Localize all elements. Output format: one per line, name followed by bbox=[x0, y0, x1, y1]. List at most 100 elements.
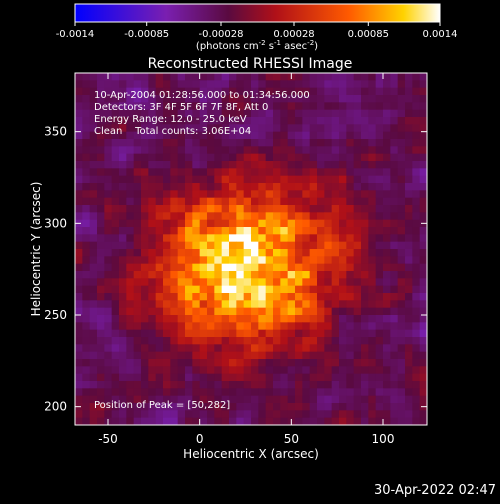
heatmap-cell bbox=[265, 168, 274, 177]
heatmap-cell bbox=[119, 263, 127, 272]
heatmap-cell bbox=[397, 293, 406, 301]
heatmap-cell bbox=[412, 300, 421, 309]
heatmap-cell bbox=[214, 234, 223, 243]
heatmap-cell bbox=[273, 175, 281, 184]
heatmap-cell bbox=[309, 161, 318, 169]
heatmap-cell bbox=[251, 256, 259, 265]
heatmap-cell bbox=[155, 388, 164, 397]
heatmap-cell bbox=[346, 153, 355, 162]
heatmap-cell bbox=[104, 234, 113, 243]
heatmap-cell bbox=[126, 373, 135, 382]
heatmap-cell bbox=[133, 337, 142, 345]
heatmap-cell bbox=[302, 381, 311, 389]
heatmap-cell bbox=[251, 146, 259, 155]
heatmap-cell bbox=[375, 263, 384, 272]
heatmap-cell bbox=[185, 410, 193, 419]
heatmap-cell bbox=[97, 307, 105, 316]
heatmap-cell bbox=[229, 271, 237, 279]
heatmap-cell bbox=[75, 388, 83, 397]
heatmap-cell bbox=[280, 95, 289, 103]
heatmap-cell bbox=[339, 395, 347, 404]
heatmap-cell bbox=[317, 190, 325, 199]
heatmap-cell bbox=[199, 359, 208, 367]
heatmap-cell bbox=[390, 322, 399, 331]
heatmap-cell bbox=[243, 351, 252, 360]
heatmap-cell bbox=[405, 153, 413, 162]
heatmap-cell bbox=[419, 205, 428, 213]
heatmap-cell bbox=[295, 417, 303, 426]
heatmap-cell bbox=[221, 329, 230, 338]
heatmap-cell bbox=[229, 315, 237, 323]
heatmap-cell bbox=[111, 117, 120, 125]
heatmap-cell bbox=[75, 241, 83, 250]
heatmap-cell bbox=[280, 278, 289, 287]
heatmap-cell bbox=[207, 73, 215, 81]
heatmap-cell bbox=[111, 271, 120, 279]
heatmap-cell bbox=[236, 241, 245, 250]
heatmap-cell bbox=[258, 249, 267, 257]
heatmap-cell bbox=[192, 161, 201, 169]
heatmap-cell bbox=[368, 139, 377, 147]
heatmap-cell bbox=[273, 417, 281, 426]
heatmap-cell bbox=[89, 197, 98, 206]
heatmap-cell bbox=[265, 278, 274, 287]
heatmap-cell bbox=[207, 234, 215, 243]
heatmap-cell bbox=[243, 95, 252, 103]
heatmap-cell bbox=[419, 168, 428, 177]
heatmap-cell bbox=[309, 139, 318, 147]
heatmap-cell bbox=[141, 329, 149, 338]
heatmap-cell bbox=[309, 87, 318, 96]
heatmap-cell bbox=[273, 344, 281, 353]
heatmap-cell bbox=[133, 139, 142, 147]
heatmap-cell bbox=[375, 80, 384, 89]
heatmap-cell bbox=[221, 344, 230, 353]
heatmap-cell bbox=[368, 359, 377, 367]
heatmap-cell bbox=[353, 161, 362, 169]
heatmap-cell bbox=[163, 139, 171, 147]
heatmap-cell bbox=[295, 329, 303, 338]
heatmap-cell bbox=[419, 307, 428, 316]
heatmap-cell bbox=[273, 139, 281, 147]
y-tick-label: 350 bbox=[44, 125, 67, 139]
heatmap-cell bbox=[375, 234, 384, 243]
heatmap-cell bbox=[177, 109, 186, 118]
heatmap-cell bbox=[214, 256, 223, 265]
heatmap-cell bbox=[75, 285, 83, 294]
heatmap-cell bbox=[177, 227, 186, 235]
heatmap-cell bbox=[383, 212, 391, 221]
heatmap-cell bbox=[148, 285, 157, 294]
heatmap-cell bbox=[82, 315, 91, 323]
heatmap-cell bbox=[302, 366, 311, 375]
heatmap-cell bbox=[397, 410, 406, 419]
heatmap-cell bbox=[361, 80, 369, 89]
heatmap-cell bbox=[397, 219, 406, 228]
heatmap-cell bbox=[104, 307, 113, 316]
heatmap-cell bbox=[295, 139, 303, 147]
heatmap-cell bbox=[273, 102, 281, 111]
heatmap-cell bbox=[397, 95, 406, 103]
heatmap-cell bbox=[412, 80, 421, 89]
heatmap-cell bbox=[170, 234, 179, 243]
heatmap-cell bbox=[163, 205, 171, 213]
heatmap-cell bbox=[317, 403, 325, 411]
heatmap-cell bbox=[361, 344, 369, 353]
heatmap-cell bbox=[104, 278, 113, 287]
heatmap-cell bbox=[419, 234, 428, 243]
heatmap-cell bbox=[177, 359, 186, 367]
heatmap-cell bbox=[390, 73, 399, 81]
heatmap-cell bbox=[155, 131, 164, 140]
heatmap-cell bbox=[207, 315, 215, 323]
heatmap-cell bbox=[229, 359, 237, 367]
heatmap-cell bbox=[89, 373, 98, 382]
heatmap-cell bbox=[390, 161, 399, 169]
heatmap-cell bbox=[405, 293, 413, 301]
heatmap-cell bbox=[353, 395, 362, 404]
heatmap-cell bbox=[133, 359, 142, 367]
heatmap-cell bbox=[346, 197, 355, 206]
heatmap-cell bbox=[339, 381, 347, 389]
heatmap-cell bbox=[302, 256, 311, 265]
heatmap-cell bbox=[375, 403, 384, 411]
heatmap-cell bbox=[75, 395, 83, 404]
heatmap-cell bbox=[280, 197, 289, 206]
heatmap-cell bbox=[353, 168, 362, 177]
